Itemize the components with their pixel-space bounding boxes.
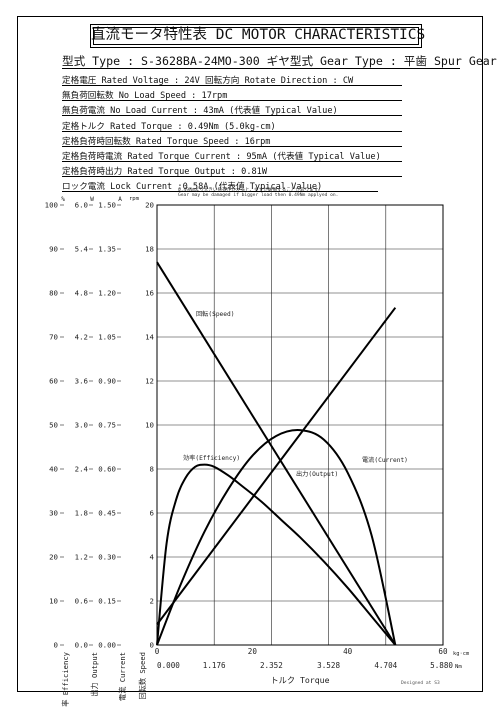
speed-tick-label: 20 (145, 201, 154, 210)
spec-row-underline (62, 145, 402, 147)
current-tick-label: 0.90 (98, 377, 116, 386)
output-tick-label: 6.0 (75, 201, 88, 210)
x-nm-tick-label: 2.352 (260, 661, 283, 670)
x-kgcm-tick-label: 0 (155, 647, 160, 656)
current-tick-label: 0.60 (98, 465, 116, 474)
speed-axis-label: 回転数 Speed (138, 652, 147, 700)
speed-tick-label: 6 (150, 509, 154, 518)
speed-tick-label: 4 (150, 553, 155, 562)
efficiency-axis-label: 効率 Efficiency (61, 651, 70, 707)
output-axis-label: 出力 Output (90, 652, 99, 697)
current-unit: A (118, 196, 122, 203)
spec-row: 定格電圧 Rated Voltage : 24V 回転方向 Rotate Dir… (62, 76, 354, 86)
spec-row-underline (62, 130, 402, 132)
output-unit: W (90, 196, 94, 203)
efficiency-tick-label: 20 (49, 553, 58, 562)
spec-row: 無負荷電流 No Load Current : 43mA (代表値 Typica… (62, 106, 338, 117)
sheet-title: 直流モータ特性表 DC MOTOR CHARACTERISTICS (90, 24, 425, 48)
output-series-label: 出力(Output) (296, 470, 338, 478)
efficiency-series-line (156, 463, 397, 646)
current-tick-label: 1.05 (98, 333, 116, 342)
current-series-label: 電流(Current) (362, 456, 408, 464)
spec-row-underline (62, 161, 402, 162)
efficiency-tick-label: 40 (49, 465, 58, 474)
spec-row: 定格トルク Rated Torque : 0.49Nm (5.0kg-cm) (62, 121, 276, 132)
model-underline (62, 68, 460, 69)
x-nm-unit: Nm (455, 664, 462, 670)
current-tick-label: 0.45 (98, 509, 116, 518)
current-tick-label: 1.35 (98, 245, 116, 254)
current-series-line (156, 307, 397, 626)
efficiency-tick-label: 0 (54, 641, 58, 650)
warning-line-jp: 0.49Nmより大きい負荷がかかると、ギヤが破損することがあります。 (178, 188, 323, 193)
efficiency-tick-label: 90 (49, 245, 58, 254)
spec-row-underline (62, 85, 402, 86)
speed-tick-label: 18 (145, 245, 154, 254)
efficiency-tick-label: 30 (49, 509, 58, 518)
efficiency-tick-label: 70 (49, 333, 58, 342)
speed-tick-label: 2 (150, 597, 154, 606)
spec-row: 定格負荷時出力 Rated Torque Output : 0.81W (62, 167, 268, 178)
output-tick-label: 5.4 (75, 245, 89, 254)
spec-row-underline (62, 176, 402, 178)
efficiency-tick-label: 10 (49, 597, 58, 606)
output-tick-label: 1.2 (75, 553, 88, 562)
spec-row: ロック電流 Lock Current :0.58A (代表値 Typical V… (62, 182, 323, 193)
speed-tick-label: 0 (150, 641, 154, 650)
designer-credit: Designed at S3 (401, 681, 440, 686)
current-tick-label: 0.75 (98, 421, 116, 430)
spec-row: 無負荷回転数 No Load Speed : 17rpm (62, 91, 228, 102)
speed-tick-label: 14 (145, 333, 154, 342)
output-tick-label: 0.0 (75, 641, 88, 650)
speed-tick-label: 16 (145, 289, 154, 298)
x-nm-tick-label: 0.000 (157, 661, 180, 670)
x-axis-label: トルク Torque (270, 675, 329, 685)
current-tick-label: 0.00 (98, 641, 116, 650)
x-kgcm-tick-label: 40 (343, 647, 353, 656)
spec-row: 定格負荷時回転数 Rated Torque Speed : 16rpm (62, 136, 271, 147)
output-tick-label: 4.2 (75, 333, 88, 342)
x-kgcm-tick-label: 20 (248, 647, 258, 656)
efficiency-series-label: 効率(Efficiency) (183, 454, 240, 462)
speed-tick-label: 10 (145, 421, 154, 430)
output-tick-label: 1.8 (75, 509, 88, 518)
model-line: 型式 Type : S-3628BA-24MO-300 ギヤ型式 Gear Ty… (62, 54, 497, 68)
output-tick-label: 2.4 (75, 465, 89, 474)
current-tick-label: 0.15 (98, 597, 116, 606)
spec-row: 定格負荷時電流 Rated Torque Current : 95mA (代表値… (62, 152, 381, 162)
efficiency-tick-label: 100 (45, 201, 58, 210)
x-nm-tick-label: 1.176 (203, 661, 226, 670)
x-nm-tick-label: 5.880 (430, 661, 453, 670)
x-nm-tick-label: 3.528 (317, 661, 340, 670)
output-tick-label: 0.6 (75, 597, 88, 606)
speed-tick-label: 8 (150, 465, 154, 474)
current-tick-label: 0.30 (98, 553, 116, 562)
efficiency-tick-label: 50 (49, 421, 58, 430)
efficiency-unit: % (61, 196, 65, 203)
speed-series-line (156, 261, 397, 646)
spec-row-underline (62, 191, 378, 193)
current-tick-label: 1.50 (98, 201, 116, 210)
x-kgcm-unit: kg·cm (453, 651, 469, 657)
sheet-border (17, 16, 483, 692)
x-nm-tick-label: 4.704 (374, 661, 397, 670)
speed-series-label: 回転(Speed) (196, 310, 234, 318)
speed-tick-label: 12 (145, 377, 154, 386)
output-tick-label: 4.8 (75, 289, 88, 298)
warning-line-en: Gear may be damaged if bigger load then … (178, 193, 339, 198)
output-series-line (156, 429, 397, 646)
output-tick-label: 3.0 (75, 421, 88, 430)
efficiency-tick-label: 60 (49, 377, 58, 386)
x-kgcm-tick-label: 60 (438, 647, 448, 656)
output-tick-label: 3.6 (75, 377, 88, 386)
spec-row-underline (62, 115, 402, 117)
plot-area-border (156, 204, 444, 646)
current-axis-label: 電流 Current (118, 652, 127, 701)
spec-row-underline (62, 100, 402, 102)
speed-unit: rpm (129, 196, 140, 202)
current-tick-label: 1.20 (98, 289, 116, 298)
efficiency-tick-label: 80 (49, 289, 58, 298)
